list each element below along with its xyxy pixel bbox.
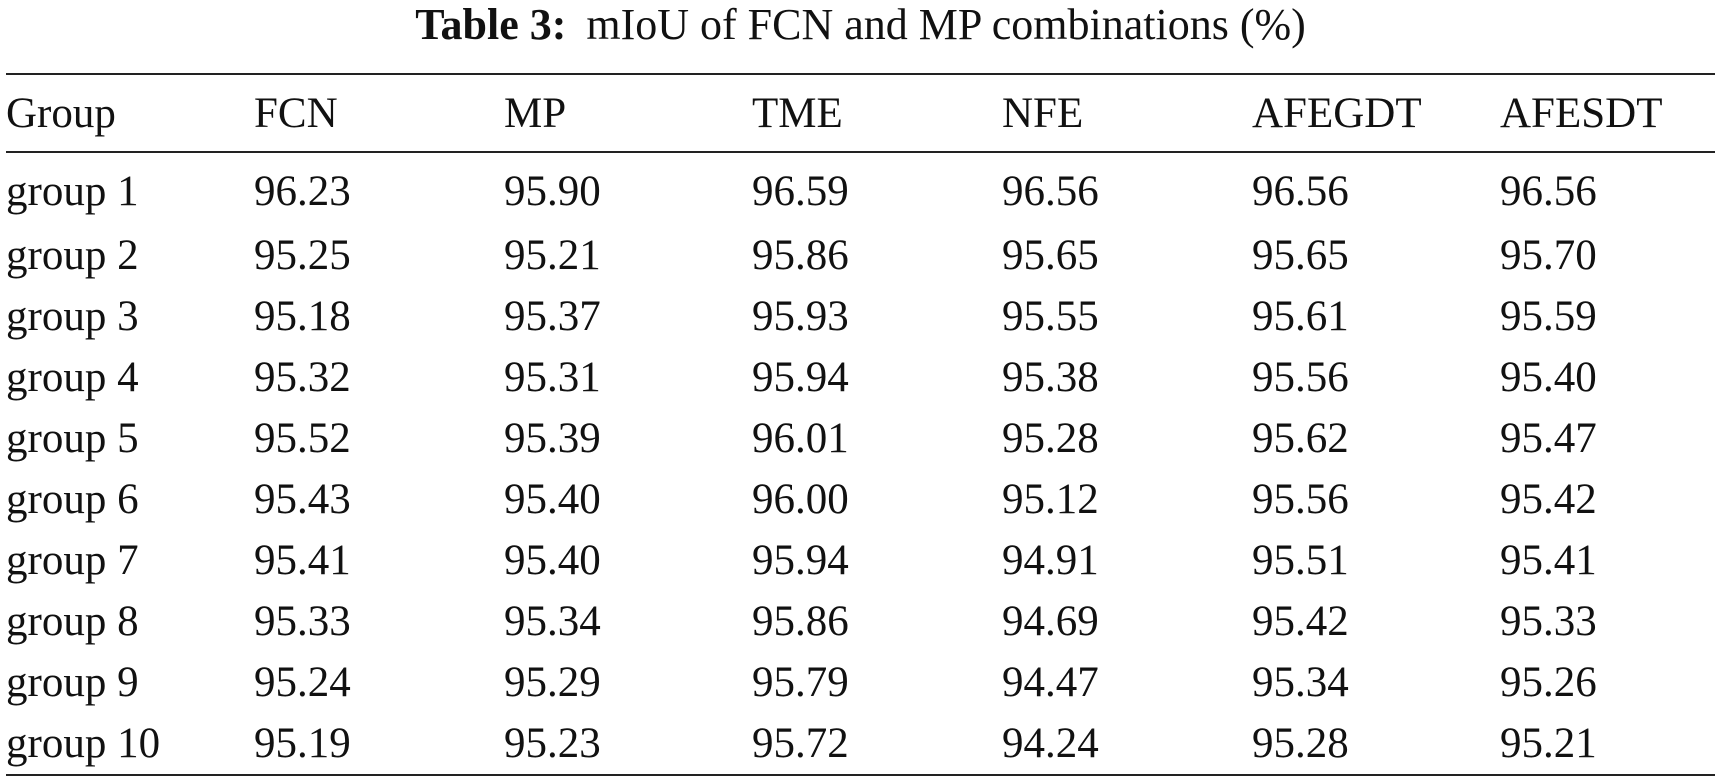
- cell-afesdt: 95.40: [1500, 354, 1597, 401]
- cell-afesdt: 95.41: [1500, 537, 1597, 584]
- cell-nfe: 95.28: [1002, 415, 1099, 462]
- cell-fcn: 95.41: [254, 537, 351, 584]
- cell-nfe: 95.55: [1002, 293, 1099, 340]
- cell-afegdt: 95.62: [1252, 415, 1349, 462]
- cell-fcn: 95.19: [254, 713, 504, 776]
- cell-afegdt: 95.42: [1252, 598, 1349, 645]
- cell-mp: 95.21: [504, 232, 601, 279]
- cell-fcn: 95.24: [254, 659, 351, 706]
- cell-group: group 9: [6, 659, 139, 706]
- cell-group: group 10: [6, 713, 254, 776]
- cell-group: group 6: [6, 476, 139, 523]
- cell-nfe: 95.12: [1002, 476, 1099, 523]
- cell-mp: 95.37: [504, 293, 601, 340]
- cell-fcn: 95.33: [254, 598, 351, 645]
- cell-mp: 95.31: [504, 354, 601, 401]
- cell-afesdt: 95.21: [1500, 713, 1715, 776]
- cell-nfe: 96.56: [1002, 167, 1099, 215]
- cell-afesdt: 95.42: [1500, 476, 1597, 523]
- cell-afegdt: 95.34: [1252, 659, 1349, 706]
- table-caption: Table 3: mIoU of FCN and MP combinations …: [0, 0, 1721, 60]
- table-row: group 8 95.33 95.34 95.86 94.69 95.42 95.33: [6, 591, 1715, 652]
- cell-mp: 95.40: [504, 537, 601, 584]
- cell-fcn: 95.43: [254, 476, 351, 523]
- header-cell-nfe: NFE: [1002, 89, 1084, 137]
- cell-afesdt: 95.70: [1500, 232, 1597, 279]
- cell-group: group 8: [6, 598, 139, 645]
- table-row: group 5 95.52 95.39 96.01 95.28 95.62 95.47: [6, 408, 1715, 469]
- cell-tme: 95.86: [752, 598, 849, 645]
- cell-nfe: 94.69: [1002, 598, 1099, 645]
- cell-nfe: 94.24: [1002, 713, 1252, 776]
- cell-group: group 5: [6, 415, 139, 462]
- cell-group: group 2: [6, 232, 139, 279]
- table-row: group 4 95.32 95.31 95.94 95.38 95.56 95.40: [6, 347, 1715, 408]
- table-row: group 9 95.24 95.29 95.79 94.47 95.34 95.26: [6, 652, 1715, 713]
- header-cell-tme: TME: [752, 89, 843, 137]
- cell-group: group 1: [6, 167, 139, 215]
- cell-afegdt: 96.56: [1252, 167, 1349, 215]
- cell-group: group 4: [6, 354, 139, 401]
- table-row: group 7 95.41 95.40 95.94 94.91 95.51 95.41: [6, 530, 1715, 591]
- cell-mp: 95.29: [504, 659, 601, 706]
- cell-tme: 95.86: [752, 232, 849, 279]
- cell-nfe: 94.91: [1002, 537, 1099, 584]
- cell-tme: 95.72: [752, 713, 1002, 776]
- cell-tme: 96.01: [752, 415, 849, 462]
- cell-mp: 95.23: [504, 713, 752, 776]
- cell-fcn: 95.52: [254, 415, 351, 462]
- cell-mp: 95.90: [504, 167, 601, 215]
- cell-mp: 95.39: [504, 415, 601, 462]
- cell-afegdt: 95.61: [1252, 293, 1349, 340]
- table-row: group 1 96.23 95.90 96.59 96.56 96.56 96.56: [6, 152, 1715, 225]
- table-row: group 6 95.43 95.40 96.00 95.12 95.56 95.42: [6, 469, 1715, 530]
- table-body: group 1 96.23 95.90 96.59 96.56 96.56 96.56 gro…: [6, 152, 1715, 776]
- header-cell-mp: MP: [504, 89, 567, 137]
- header-cell-afesdt: AFESDT: [1500, 89, 1663, 137]
- cell-afegdt: 95.51: [1252, 537, 1349, 584]
- cell-afegdt: 95.65: [1252, 232, 1349, 279]
- cell-afesdt: 95.59: [1500, 293, 1597, 340]
- cell-tme: 95.94: [752, 537, 849, 584]
- table-caption-title: mIoU of FCN and MP combinations (%): [586, 0, 1306, 49]
- table-row: group 10 95.19 95.23 95.72 94.24 95.28 95.21: [6, 713, 1715, 776]
- cell-afesdt: 95.47: [1500, 415, 1597, 462]
- cell-afegdt: 95.56: [1252, 476, 1349, 523]
- header-cell-fcn: FCN: [254, 89, 338, 137]
- cell-mp: 95.34: [504, 598, 601, 645]
- cell-tme: 96.00: [752, 476, 849, 523]
- results-table: Group FCN MP TME NFE AFEGDT AFESDT group…: [6, 73, 1715, 776]
- cell-tme: 95.94: [752, 354, 849, 401]
- cell-fcn: 95.32: [254, 354, 351, 401]
- cell-afesdt: 96.56: [1500, 167, 1597, 215]
- cell-tme: 95.79: [752, 659, 849, 706]
- table-row: group 3 95.18 95.37 95.93 95.55 95.61 95.59: [6, 286, 1715, 347]
- cell-nfe: 95.65: [1002, 232, 1099, 279]
- cell-afesdt: 95.33: [1500, 598, 1597, 645]
- header-cell-afegdt: AFEGDT: [1252, 89, 1422, 137]
- cell-mp: 95.40: [504, 476, 601, 523]
- cell-afegdt: 95.56: [1252, 354, 1349, 401]
- cell-fcn: 95.18: [254, 293, 351, 340]
- cell-nfe: 94.47: [1002, 659, 1099, 706]
- table-header: Group FCN MP TME NFE AFEGDT AFESDT: [6, 74, 1715, 152]
- cell-fcn: 96.23: [254, 167, 351, 215]
- cell-afegdt: 95.28: [1252, 713, 1500, 776]
- cell-fcn: 95.25: [254, 232, 351, 279]
- header-cell-group: Group: [6, 89, 116, 137]
- header-row: Group FCN MP TME NFE AFEGDT AFESDT: [6, 74, 1715, 152]
- table-row: group 2 95.25 95.21 95.86 95.65 95.65 95.70: [6, 225, 1715, 286]
- table-caption-label: Table 3:: [415, 0, 567, 49]
- cell-group: group 3: [6, 293, 139, 340]
- cell-tme: 96.59: [752, 167, 849, 215]
- cell-group: group 7: [6, 537, 139, 584]
- cell-afesdt: 95.26: [1500, 659, 1597, 706]
- cell-tme: 95.93: [752, 293, 849, 340]
- cell-nfe: 95.38: [1002, 354, 1099, 401]
